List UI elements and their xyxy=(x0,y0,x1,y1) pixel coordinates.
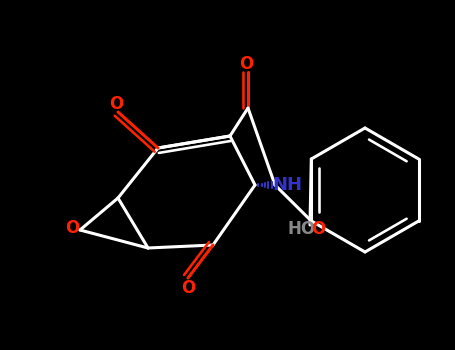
Text: O: O xyxy=(311,220,325,238)
Text: O: O xyxy=(65,219,79,237)
Text: O: O xyxy=(109,95,123,113)
Text: O: O xyxy=(239,55,253,73)
Text: HO: HO xyxy=(288,220,316,238)
Text: NH: NH xyxy=(272,176,302,194)
Text: O: O xyxy=(181,279,195,297)
